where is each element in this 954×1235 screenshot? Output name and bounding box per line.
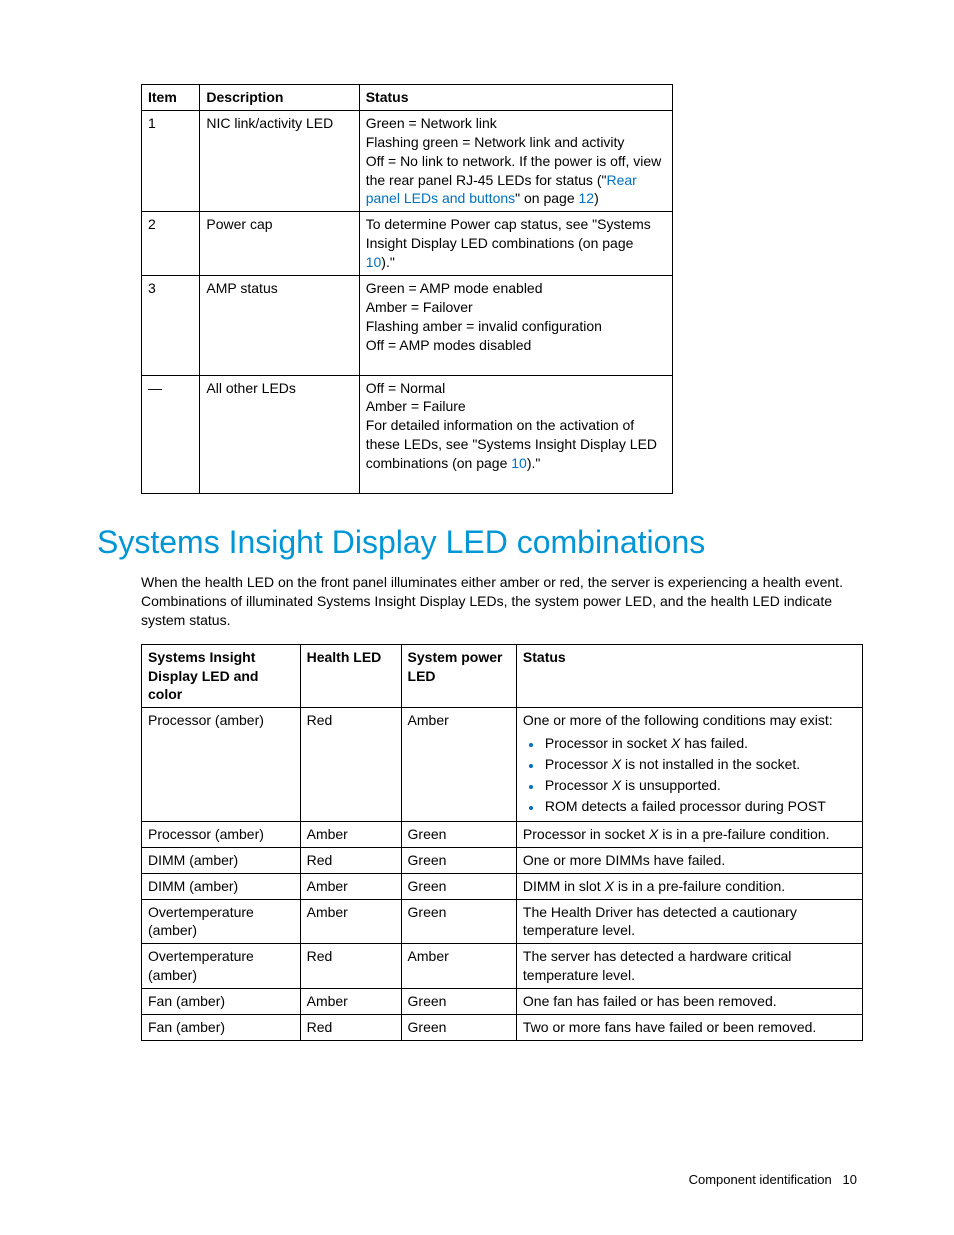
cell-power-led: Green xyxy=(401,847,516,873)
cell-power-led: Green xyxy=(401,873,516,899)
cell-sid-led: Processor (amber) xyxy=(142,821,301,847)
table-row: Processor (amber)AmberGreenProcessor in … xyxy=(142,821,863,847)
cross-ref-link[interactable]: Rear panel LEDs and buttons xyxy=(366,172,637,207)
table-row: Fan (amber)AmberGreenOne fan has failed … xyxy=(142,989,863,1015)
table-row: 3AMP statusGreen = AMP mode enabledAmber… xyxy=(142,276,673,376)
list-item: ROM detects a failed processor during PO… xyxy=(543,797,856,816)
cell-sid-led: Fan (amber) xyxy=(142,989,301,1015)
cell-status: To determine Power cap status, see "Syst… xyxy=(359,212,672,276)
list-item: Processor X is not installed in the sock… xyxy=(543,755,856,774)
cell-description: NIC link/activity LED xyxy=(200,110,359,211)
cell-sid-led: Overtemperature (amber) xyxy=(142,944,301,989)
cell-status: The server has detected a hardware criti… xyxy=(516,944,862,989)
cell-status: Green = Network linkFlashing green = Net… xyxy=(359,110,672,211)
th-health-led: Health LED xyxy=(300,644,401,708)
cross-ref-link[interactable]: 10 xyxy=(366,254,382,270)
cell-health-led: Red xyxy=(300,1014,401,1040)
cell-health-led: Amber xyxy=(300,873,401,899)
table-row: Overtemperature (amber)RedAmberThe serve… xyxy=(142,944,863,989)
table-header-row: Item Description Status xyxy=(142,85,673,111)
cell-item: 2 xyxy=(142,212,200,276)
cell-health-led: Amber xyxy=(300,989,401,1015)
cell-sid-led: DIMM (amber) xyxy=(142,847,301,873)
cell-description: Power cap xyxy=(200,212,359,276)
th-item: Item xyxy=(142,85,200,111)
table-row: Overtemperature (amber)AmberGreenThe Hea… xyxy=(142,899,863,944)
table-row: 1NIC link/activity LEDGreen = Network li… xyxy=(142,110,673,211)
cell-power-led: Amber xyxy=(401,708,516,821)
list-item: Processor X is unsupported. xyxy=(543,776,856,795)
th-power-led: System power LED xyxy=(401,644,516,708)
th-status: Status xyxy=(359,85,672,111)
status-bullet-list: Processor in socket X has failed. Process… xyxy=(523,734,856,816)
cell-status: Two or more fans have failed or been rem… xyxy=(516,1014,862,1040)
section-intro: When the health LED on the front panel i… xyxy=(141,573,857,630)
cell-description: AMP status xyxy=(200,276,359,376)
cell-health-led: Red xyxy=(300,847,401,873)
cell-status: Off = NormalAmber = FailureFor detailed … xyxy=(359,375,672,493)
table-row: 2Power capTo determine Power cap status,… xyxy=(142,212,673,276)
cell-power-led: Green xyxy=(401,1014,516,1040)
led-combinations-table: Systems Insight Display LED and color He… xyxy=(141,644,863,1041)
cell-status: One or more DIMMs have failed. xyxy=(516,847,862,873)
cell-status: Processor in socket X is in a pre-failur… xyxy=(516,821,862,847)
cell-sid-led: Overtemperature (amber) xyxy=(142,899,301,944)
cell-description: All other LEDs xyxy=(200,375,359,493)
cell-sid-led: Fan (amber) xyxy=(142,1014,301,1040)
list-item: Processor in socket X has failed. xyxy=(543,734,856,753)
cell-power-led: Green xyxy=(401,899,516,944)
table-row: —All other LEDsOff = NormalAmber = Failu… xyxy=(142,375,673,493)
table-row: DIMM (amber)AmberGreenDIMM in slot X is … xyxy=(142,873,863,899)
cell-power-led: Green xyxy=(401,821,516,847)
cross-ref-link[interactable]: 12 xyxy=(579,190,595,206)
table-header-row: Systems Insight Display LED and color He… xyxy=(142,644,863,708)
cell-health-led: Amber xyxy=(300,899,401,944)
table-row: Processor (amber)RedAmberOne or more of … xyxy=(142,708,863,821)
cell-item: 1 xyxy=(142,110,200,211)
th-description: Description xyxy=(200,85,359,111)
footer-page-number: 10 xyxy=(843,1172,857,1187)
cell-sid-led: Processor (amber) xyxy=(142,708,301,821)
cell-status: The Health Driver has detected a caution… xyxy=(516,899,862,944)
cell-health-led: Amber xyxy=(300,821,401,847)
cell-item: 3 xyxy=(142,276,200,376)
cell-sid-led: DIMM (amber) xyxy=(142,873,301,899)
footer-section: Component identification xyxy=(689,1172,832,1187)
cell-status: DIMM in slot X is in a pre-failure condi… xyxy=(516,873,862,899)
page-footer: Component identification 10 xyxy=(689,1172,857,1187)
cell-health-led: Red xyxy=(300,944,401,989)
cell-status: Green = AMP mode enabledAmber = Failover… xyxy=(359,276,672,376)
table-row: Fan (amber)RedGreenTwo or more fans have… xyxy=(142,1014,863,1040)
cell-power-led: Amber xyxy=(401,944,516,989)
table-row: DIMM (amber)RedGreenOne or more DIMMs ha… xyxy=(142,847,863,873)
cell-power-led: Green xyxy=(401,989,516,1015)
cell-health-led: Red xyxy=(300,708,401,821)
led-description-table: Item Description Status 1NIC link/activi… xyxy=(141,84,673,494)
cross-ref-link[interactable]: 10 xyxy=(511,455,527,471)
page: Item Description Status 1NIC link/activi… xyxy=(0,0,954,1121)
cell-item: — xyxy=(142,375,200,493)
th-status: Status xyxy=(516,644,862,708)
section-heading: Systems Insight Display LED combinations xyxy=(97,524,857,561)
cell-status: One or more of the following conditions … xyxy=(516,708,862,821)
th-sid-led: Systems Insight Display LED and color xyxy=(142,644,301,708)
cell-status: One fan has failed or has been removed. xyxy=(516,989,862,1015)
